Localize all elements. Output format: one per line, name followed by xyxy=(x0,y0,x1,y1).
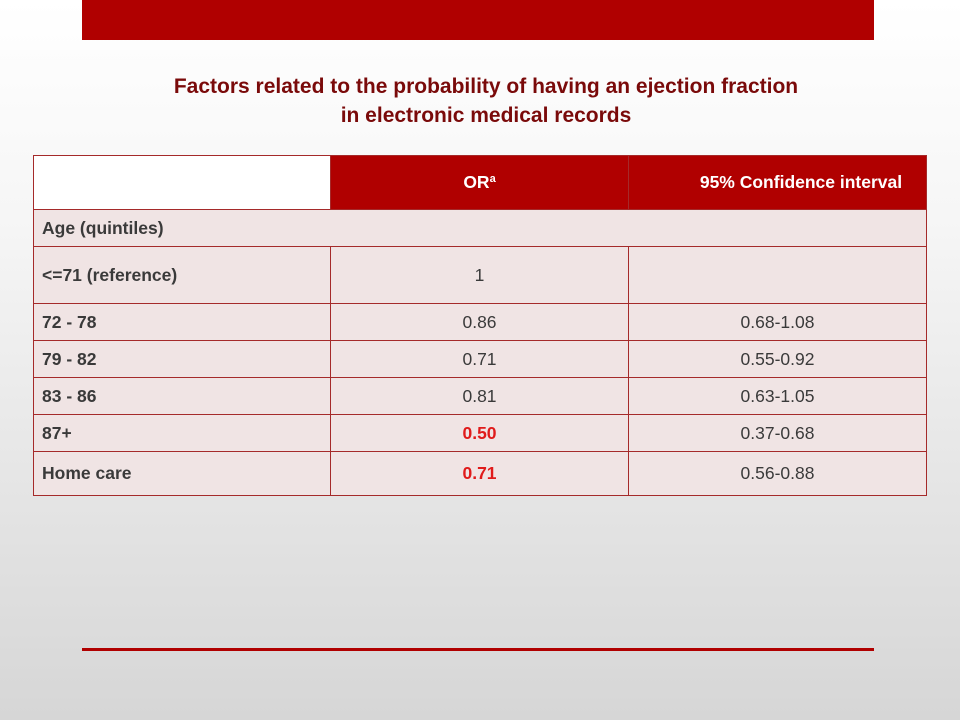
row-ci xyxy=(628,246,927,304)
row-or: 0.86 xyxy=(330,303,629,341)
top-accent-bar xyxy=(82,0,874,40)
header-ci: 95% Confidence interval xyxy=(628,155,927,210)
row-or: 0.81 xyxy=(330,377,629,415)
row-label: 87+ xyxy=(33,414,331,452)
row-label: <=71 (reference) xyxy=(33,246,331,304)
header-or: ORa xyxy=(330,155,629,210)
row-ci: 0.37-0.68 xyxy=(628,414,927,452)
table-row: 87+ 0.50 0.37-0.68 xyxy=(33,414,927,452)
row-label-home-care: Home care xyxy=(33,451,331,496)
row-ci: 0.68-1.08 xyxy=(628,303,927,341)
row-or: 1 xyxy=(330,246,629,304)
row-label: 79 - 82 xyxy=(33,340,331,378)
section-row-age: Age (quintiles) xyxy=(33,209,927,247)
bottom-divider xyxy=(82,648,874,651)
odds-ratio-table: ORa 95% Confidence interval Age (quintil… xyxy=(33,155,927,496)
section-label-age: Age (quintiles) xyxy=(33,209,927,247)
title-line-1: Factors related to the probability of ha… xyxy=(173,75,799,98)
title-line-2: in electronic medical records xyxy=(340,104,632,127)
row-ci: 0.56-0.88 xyxy=(628,451,927,496)
header-or-label: OR xyxy=(463,172,490,192)
table-row: 79 - 82 0.71 0.55-0.92 xyxy=(33,340,927,378)
slide-title: Factors related to the probability of ha… xyxy=(0,72,960,130)
row-label: 83 - 86 xyxy=(33,377,331,415)
row-ci: 0.63-1.05 xyxy=(628,377,927,415)
row-or: 0.71 xyxy=(330,340,629,378)
header-or-superscript: a xyxy=(489,173,496,185)
row-or-significant: 0.50 xyxy=(330,414,629,452)
header-blank-cell xyxy=(33,155,331,210)
table-row: 72 - 78 0.86 0.68-1.08 xyxy=(33,303,927,341)
table-row-home-care: Home care 0.71 0.56-0.88 xyxy=(33,451,927,496)
table-header-row: ORa 95% Confidence interval xyxy=(33,155,927,210)
row-ci: 0.55-0.92 xyxy=(628,340,927,378)
table-row: <=71 (reference) 1 xyxy=(33,246,927,304)
table-row: 83 - 86 0.81 0.63-1.05 xyxy=(33,377,927,415)
row-or-significant: 0.71 xyxy=(330,451,629,496)
row-label: 72 - 78 xyxy=(33,303,331,341)
